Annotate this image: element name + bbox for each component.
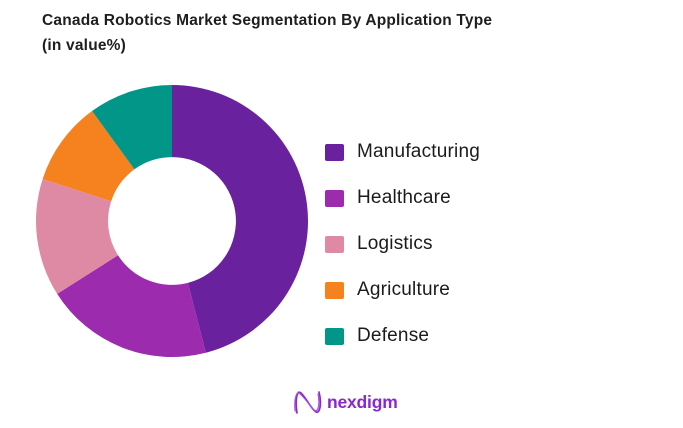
legend-item-logistics: Logistics — [325, 233, 480, 254]
legend-label-manufacturing: Manufacturing — [357, 141, 481, 162]
legend-label-healthcare: Healthcare — [357, 187, 451, 208]
legend-swatch-defense — [325, 327, 344, 345]
donut-slice-defense — [92, 85, 172, 170]
legend-label-agriculture: Agriculture — [357, 279, 451, 300]
legend-swatch-healthcare — [325, 189, 344, 207]
donut-slice-manufacturing — [172, 85, 308, 353]
donut-slice-logistics — [36, 178, 119, 294]
legend-label-defense: Defense — [357, 325, 430, 346]
chart-title-line2: (in value%) — [42, 37, 127, 54]
legend-label-logistics: Logistics — [357, 233, 433, 254]
donut-slice-agriculture — [42, 110, 135, 202]
legend-item-manufacturing: Manufacturing — [325, 141, 481, 162]
legend-swatch-manufacturing — [325, 143, 344, 161]
legend-item-defense: Defense — [325, 325, 480, 346]
donut-chart — [36, 85, 308, 357]
nexdigm-logo-icon — [294, 391, 322, 414]
legend-item-healthcare: Healthcare — [325, 187, 480, 208]
donut-slice-healthcare — [57, 255, 206, 357]
brand-name: nexdigm — [327, 391, 398, 412]
legend-swatch-logistics — [325, 235, 344, 253]
legend-item-agriculture: Agriculture — [325, 279, 480, 300]
legend-swatch-agriculture — [325, 281, 344, 299]
chart-title-line1: Canada Robotics Market Segmentation By A… — [42, 12, 493, 29]
brand-footer: nexdigm — [292, 386, 398, 418]
chart-title: Canada Robotics Market Segmentation By A… — [42, 8, 642, 58]
chart-legend: Manufacturing Healthcare Logistics Agric… — [325, 141, 481, 346]
